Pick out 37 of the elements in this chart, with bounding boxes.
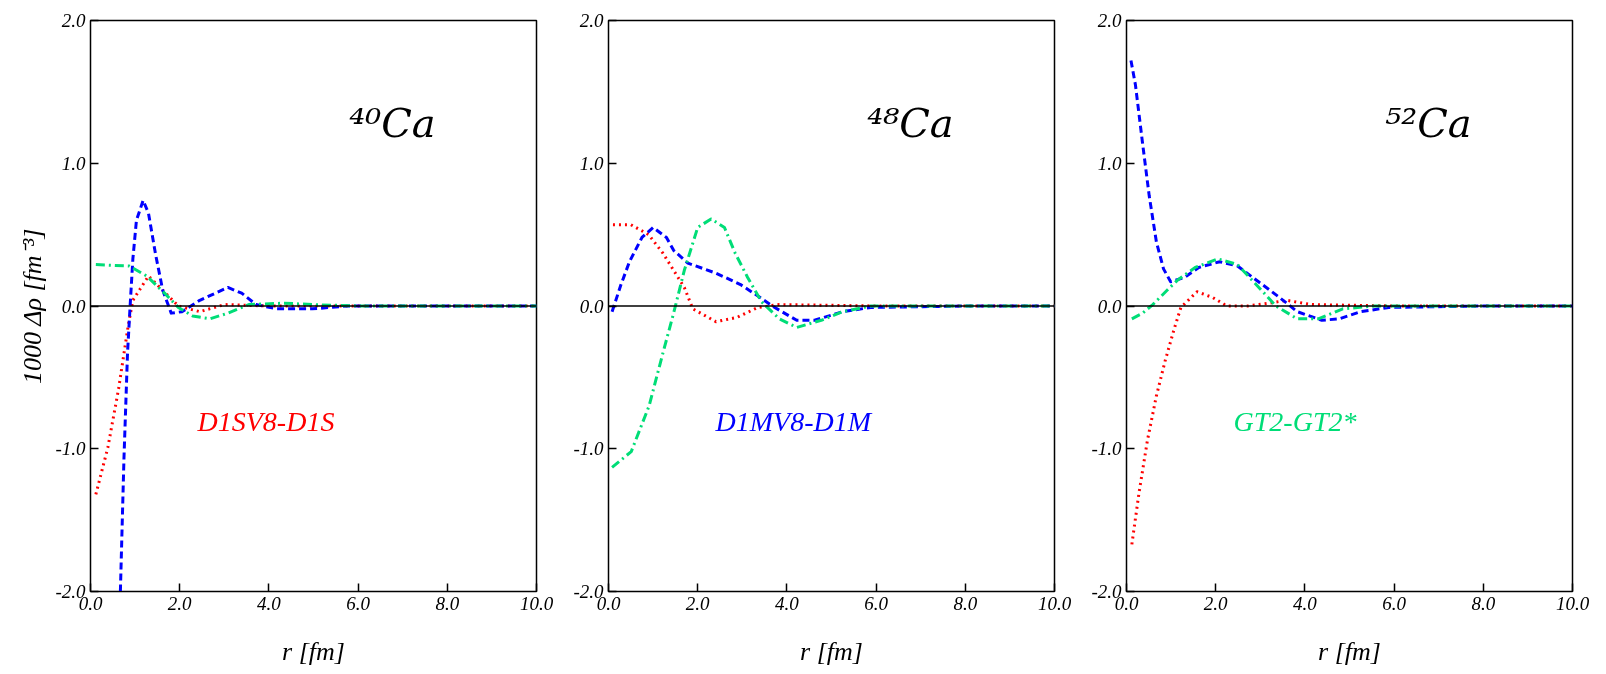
x-axis-title: r [fm] [1318, 636, 1381, 666]
annotation: ⁴⁸Ca [867, 100, 954, 147]
y-tick-label: 0.0 [61, 295, 86, 317]
x-tick-label: 6.0 [864, 592, 889, 614]
y-tick-label: 1.0 [579, 152, 604, 174]
y-axis-title: 1000 Δρ [fm⁻³] [18, 228, 48, 384]
x-axis-title: r [fm] [800, 636, 863, 666]
x-axis-title: r [fm] [282, 636, 345, 666]
x-tick-label: 4.0 [257, 592, 282, 614]
x-tick-label: 10.0 [1037, 592, 1072, 614]
x-tick-label: 8.0 [953, 592, 978, 614]
text: D1SV8-D1S [196, 406, 335, 438]
annotation: ⁴⁰Ca [349, 100, 436, 147]
x-tick-label: 4.0 [775, 592, 800, 614]
x-tick-label: 2.0 [1203, 592, 1229, 614]
x-tick-label: 2.0 [685, 592, 711, 614]
x-tick-label: 8.0 [435, 592, 460, 614]
text: GT2-GT2* [1233, 406, 1357, 438]
x-tick-label: 10.0 [519, 592, 554, 614]
y-tick-label: 1.0 [61, 152, 86, 174]
y-tick-label: 0.0 [1097, 295, 1122, 317]
y-tick-label: 0.0 [579, 295, 604, 317]
y-tick-label: 1.0 [1097, 152, 1122, 174]
y-tick-label: -1.0 [1091, 438, 1122, 460]
x-tick-label: 8.0 [1471, 592, 1496, 614]
x-tick-label: 2.0 [167, 592, 193, 614]
y-tick-label: 2.0 [61, 10, 86, 31]
x-tick-label: 10.0 [1555, 592, 1590, 614]
x-tick-label: 4.0 [1293, 592, 1318, 614]
y-tick-label: -1.0 [573, 438, 604, 460]
x-tick-label: 6.0 [1382, 592, 1407, 614]
x-tick-label: 6.0 [346, 592, 371, 614]
y-tick-label: 2.0 [579, 10, 604, 31]
y-tick-label: 2.0 [1097, 10, 1122, 31]
y-tick-label: -1.0 [55, 438, 86, 460]
annotation: ⁵²Ca [1385, 100, 1472, 147]
text: D1MV8-D1M [714, 406, 873, 438]
